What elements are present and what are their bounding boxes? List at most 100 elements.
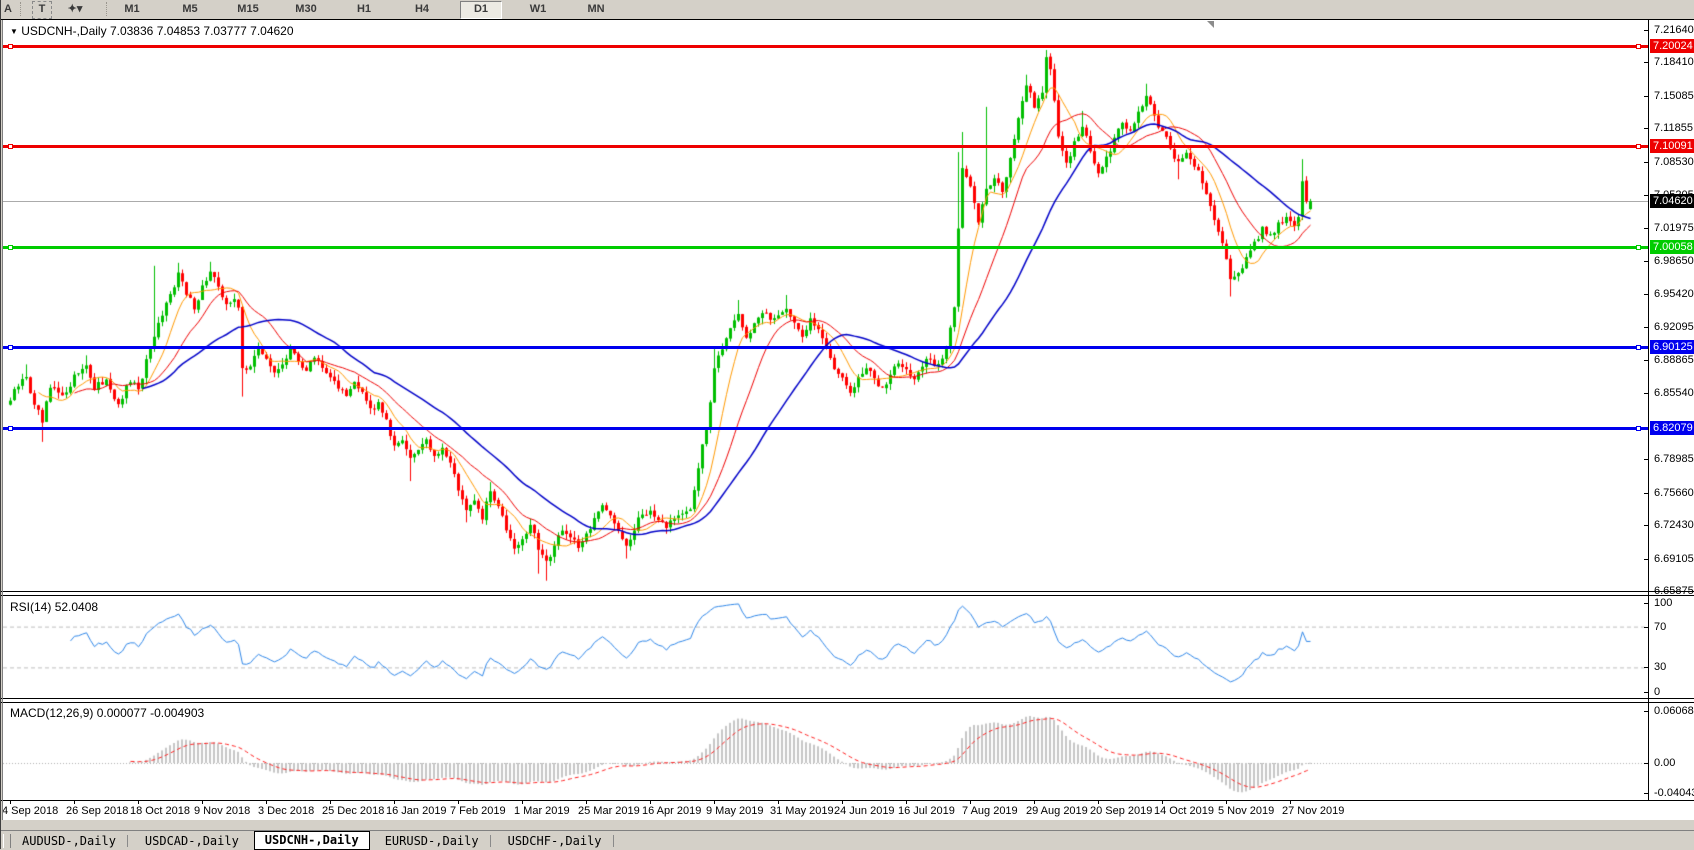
tab-separator [612,835,614,847]
toolbar-separator [20,2,21,16]
tab-separator [126,835,128,847]
time-tick-mark [970,801,971,804]
time-tick-mark [522,801,523,804]
price-badge: 7.04620 [1650,194,1694,208]
rsi-value: 52.0408 [54,600,99,614]
horizontal-line-7.00058[interactable] [3,246,1648,249]
time-tick-label: 25 Mar 2019 [578,805,640,817]
horizontal-line-7.10091[interactable] [3,145,1648,148]
price-tick-mark [1644,195,1648,196]
chart-tab-eurusd[interactable]: EURUSD-,Daily [384,834,479,848]
price-tick-mark [1644,360,1648,361]
line-handle[interactable] [1636,426,1641,431]
timeframe-button-m30[interactable]: M30 [295,3,317,15]
price-tick-mark [1644,525,1648,526]
timeframe-button-mn[interactable]: MN [587,3,605,15]
line-handle[interactable] [1636,345,1641,350]
line-handle[interactable] [1636,245,1641,250]
chart-tab-usdchf[interactable]: USDCHF-,Daily [507,834,602,848]
time-tick-mark [10,801,11,804]
timeframe-button-m1[interactable]: M1 [124,3,140,15]
rsi-tick-mark [1644,692,1648,693]
line-handle[interactable] [1636,144,1641,149]
time-tick-mark [842,801,843,804]
horizontal-line-6.82079[interactable] [3,427,1648,430]
time-tick-mark [778,801,779,804]
chart-symbol: USDCNH-,Daily [21,24,107,38]
price-tick-label: 6.92095 [1654,321,1694,333]
price-tick-label: 6.88865 [1654,354,1694,366]
price-chart-canvas[interactable] [3,20,1648,800]
time-tick-label: 16 Apr 2019 [642,805,702,817]
time-tick-mark [266,801,267,804]
chart-title: ▼ USDCNH-,Daily 7.03836 7.04853 7.03777 … [10,24,294,38]
macd-tick-label: -0.040432 [1654,787,1694,799]
price-badge: 7.20024 [1650,39,1694,53]
horizontal-line-6.90125[interactable] [3,346,1648,349]
label-tool-button[interactable]: T [32,1,52,19]
price-tick-mark [1644,327,1648,328]
price-tick-label: 7.21640 [1654,24,1694,36]
time-axis-line [0,800,1694,801]
macd-tick-label: 0.00 [1654,757,1676,769]
line-handle[interactable] [8,345,13,350]
price-tick-mark [1644,261,1648,262]
line-handle[interactable] [8,144,13,149]
rsi-tick-label: 70 [1654,621,1667,633]
price-tick-label: 6.69105 [1654,553,1694,565]
line-handle[interactable] [8,245,13,250]
timeframe-button-h1[interactable]: H1 [356,3,372,15]
time-tick-label: 20 Sep 2019 [1090,805,1153,817]
price-badge: 6.82079 [1650,421,1694,435]
chart-left-border [2,20,3,820]
style-dropdown-button[interactable]: ✦▾ [67,3,83,15]
price-badge: 7.00058 [1650,240,1694,254]
timeframe-button-m15[interactable]: M15 [237,3,259,15]
price-tick-label: 6.98650 [1654,255,1694,267]
time-tick-mark [714,801,715,804]
rsi-macd-splitter[interactable] [0,698,1694,699]
macd-label: MACD(12,26,9) 0.000077 -0.004903 [10,706,204,720]
ohlc-close: 7.04620 [250,24,294,38]
timeframe-button-w1[interactable]: W1 [529,3,547,15]
collapse-triangle-icon[interactable]: ▼ [10,27,18,36]
line-handle[interactable] [1636,44,1641,49]
time-tick-mark [1226,801,1227,804]
price-tick-label: 7.01975 [1654,222,1694,234]
toolbar-separator [106,2,107,16]
time-tick-mark [906,801,907,804]
horizontal-line-7.20024[interactable] [3,45,1648,48]
rsi-name: RSI(14) [10,600,52,614]
price-badge: 7.10091 [1650,139,1694,153]
time-tick-label: 7 Aug 2019 [962,805,1018,817]
price-tick-label: 7.08530 [1654,156,1694,168]
line-handle[interactable] [8,426,13,431]
timeframe-button-d1[interactable]: D1 [460,1,502,19]
price-tick-mark [1644,62,1648,63]
time-tick-mark [650,801,651,804]
time-tick-label: 5 Nov 2019 [1218,805,1275,817]
price-axis-line [1648,20,1649,800]
rsi-tick-mark [1644,603,1648,604]
price-tick-mark [1644,459,1648,460]
timeframe-button-h4[interactable]: H4 [414,3,430,15]
time-tick-mark [394,801,395,804]
main-rsi-splitter[interactable] [0,591,1694,592]
price-tick-label: 7.11855 [1654,122,1693,134]
price-tick-label: 6.65875 [1654,585,1694,597]
ohlc-high: 7.04853 [156,24,201,38]
time-tick-label: 7 Feb 2019 [450,805,506,817]
line-handle[interactable] [8,44,13,49]
price-tick-mark [1644,96,1648,97]
chart-tab-usdcnh[interactable]: USDCNH-,Daily [253,831,370,850]
price-tick-mark [1644,128,1648,129]
price-tick-label: 7.18410 [1654,56,1694,68]
chart-tab-usdcad[interactable]: USDCAD-,Daily [144,834,239,848]
chart-tab-audusd[interactable]: AUDUSD-,Daily [22,834,116,848]
time-tick-label: 25 Dec 2018 [322,805,385,817]
time-tick-label: 27 Nov 2019 [1282,805,1345,817]
text-tool-button[interactable]: A [4,3,12,15]
timeframe-button-m5[interactable]: M5 [182,3,198,15]
price-tick-mark [1644,393,1648,394]
